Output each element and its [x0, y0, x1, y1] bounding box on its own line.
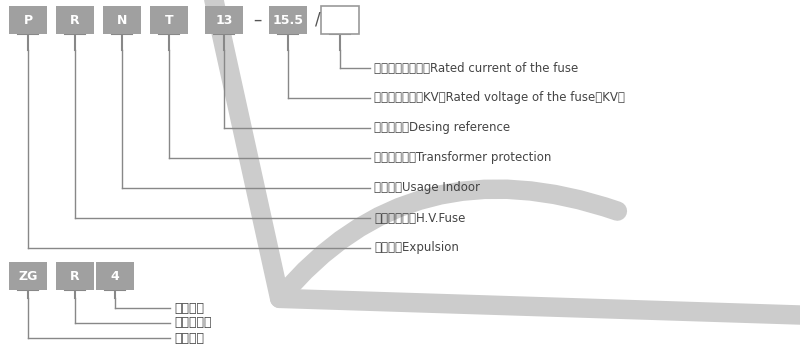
Text: /: /	[315, 11, 321, 29]
Text: 4: 4	[110, 269, 119, 282]
Text: R: R	[70, 14, 80, 27]
Bar	[96, 262, 134, 290]
Text: 13: 13	[215, 14, 233, 27]
Bar	[150, 6, 188, 34]
Bar	[321, 6, 359, 34]
Bar	[205, 6, 243, 34]
Text: ZG: ZG	[18, 269, 38, 282]
Text: 15.5: 15.5	[273, 14, 303, 27]
Bar	[9, 6, 47, 34]
Text: T: T	[165, 14, 174, 27]
Text: –: –	[253, 11, 261, 29]
Text: 设计序号: 设计序号	[174, 302, 204, 314]
Bar	[103, 6, 141, 34]
Text: 设计序号；Desing reference: 设计序号；Desing reference	[374, 121, 510, 134]
Text: 熔断器额定电压KV；Rated voltage of the fuse（KV）: 熔断器额定电压KV；Rated voltage of the fuse（KV）	[374, 91, 625, 104]
Text: N: N	[117, 14, 127, 27]
Text: R: R	[70, 269, 80, 282]
FancyArrowPatch shape	[143, 0, 800, 319]
Bar	[9, 262, 47, 290]
Text: 熔断器额定电流；Rated current of the fuse: 熔断器额定电流；Rated current of the fuse	[374, 61, 578, 74]
Text: 喷射式；Expulsion: 喷射式；Expulsion	[374, 242, 459, 254]
Text: 户内用；Usage Indoor: 户内用；Usage Indoor	[374, 181, 480, 194]
Bar	[56, 262, 94, 290]
Text: P: P	[23, 14, 33, 27]
Text: 高压熔断器: 高压熔断器	[174, 317, 211, 329]
Text: 企业代号: 企业代号	[174, 332, 204, 344]
Text: 变压器保护；Transformer protection: 变压器保护；Transformer protection	[374, 151, 551, 164]
Bar	[56, 6, 94, 34]
Bar	[269, 6, 307, 34]
Text: 高压熔断器；H.V.Fuse: 高压熔断器；H.V.Fuse	[374, 211, 466, 224]
